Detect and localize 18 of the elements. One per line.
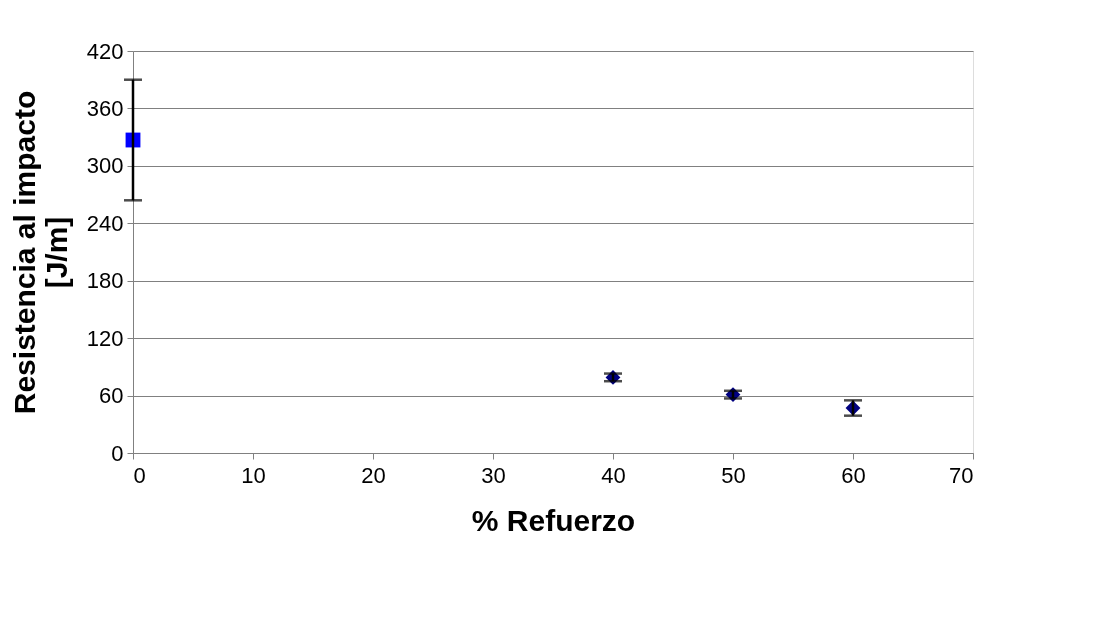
x-axis-title: % Refuerzo bbox=[471, 503, 636, 537]
x-tick-label: 30 bbox=[481, 462, 506, 488]
y-tick-label: 180 bbox=[86, 268, 124, 294]
y-tick-label: 120 bbox=[86, 325, 124, 351]
y-tick-label: 300 bbox=[86, 153, 124, 179]
x-tick-label: 60 bbox=[841, 462, 866, 488]
x-tick-label: 20 bbox=[361, 462, 386, 488]
x-tick-label: 0 bbox=[133, 462, 146, 488]
x-tick-label: 10 bbox=[241, 462, 266, 488]
y-tick-label: 360 bbox=[86, 95, 124, 121]
x-tick-label: 70 bbox=[949, 462, 974, 488]
y-tick-label: 420 bbox=[86, 38, 124, 64]
y-tick-label: 0 bbox=[111, 440, 124, 466]
y-axis-title: Resistencia al impacto [J/m] bbox=[7, 90, 73, 415]
y-tick-label: 240 bbox=[86, 210, 124, 236]
y-tick-label: 60 bbox=[99, 383, 124, 409]
x-tick-label: 50 bbox=[721, 462, 746, 488]
x-tick-label: 40 bbox=[601, 462, 626, 488]
